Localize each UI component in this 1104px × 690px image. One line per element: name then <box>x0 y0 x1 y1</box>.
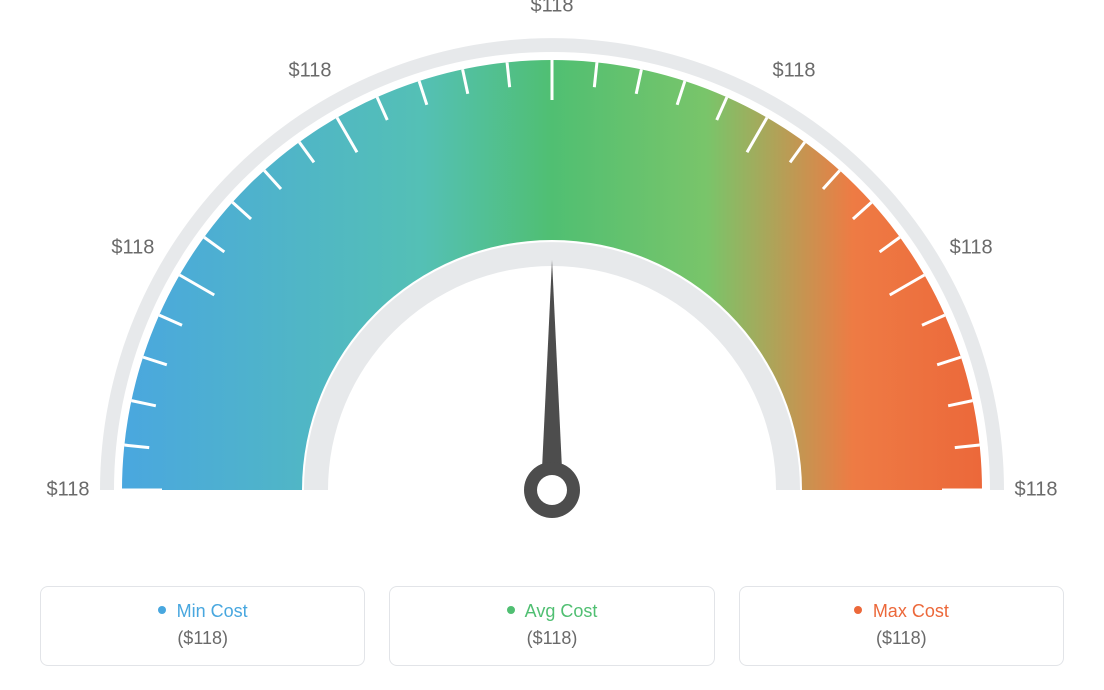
legend-value: ($118) <box>400 628 703 649</box>
legend-row: Min Cost ($118) Avg Cost ($118) Max Cost… <box>0 586 1104 666</box>
chart-container: $118 $118 $118 $118 $118 $118 $118 Min Cost ($… <box>0 0 1104 690</box>
legend-value: ($118) <box>750 628 1053 649</box>
gauge-tick-label: $118 <box>950 237 993 260</box>
gauge-svg <box>0 0 1104 560</box>
legend-title-max: Max Cost <box>750 601 1053 622</box>
gauge-tick-label: $118 <box>772 59 815 82</box>
gauge-tick-label: $118 <box>46 479 89 502</box>
gauge-tick-label: $118 <box>1014 479 1057 502</box>
dot-icon <box>854 606 862 614</box>
dot-icon <box>158 606 166 614</box>
legend-label: Avg Cost <box>525 601 598 621</box>
legend-card-max: Max Cost ($118) <box>739 586 1064 666</box>
gauge: $118 $118 $118 $118 $118 $118 $118 <box>0 0 1104 560</box>
dot-icon <box>507 606 515 614</box>
legend-title-avg: Avg Cost <box>400 601 703 622</box>
gauge-tick-label: $118 <box>288 59 331 82</box>
legend-value: ($118) <box>51 628 354 649</box>
gauge-tick-label: $118 <box>530 0 573 18</box>
gauge-tick-label: $118 <box>111 237 154 260</box>
legend-label: Max Cost <box>873 601 949 621</box>
legend-label: Min Cost <box>177 601 248 621</box>
legend-card-avg: Avg Cost ($118) <box>389 586 714 666</box>
legend-title-min: Min Cost <box>51 601 354 622</box>
legend-card-min: Min Cost ($118) <box>40 586 365 666</box>
